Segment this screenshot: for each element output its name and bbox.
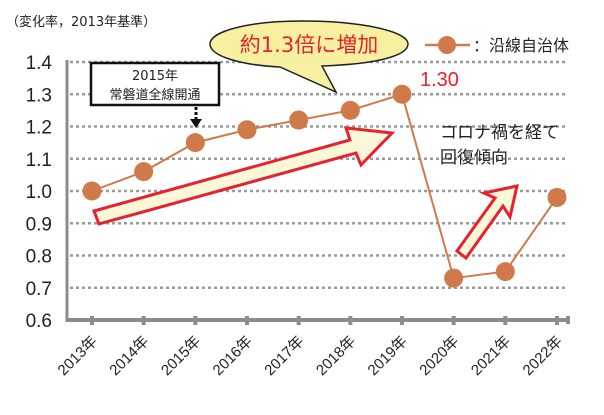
recovery-note-line1: コロナ禍を経て xyxy=(440,123,559,143)
callout-bubble: 約1.3倍に増加 xyxy=(209,20,409,94)
legend-label: ：沿線自治体 xyxy=(473,36,569,55)
x-tick-label: 2014年 xyxy=(106,333,152,379)
y-tick-label: 1.2 xyxy=(26,118,52,139)
unit-label: （変化率，2013年基準） xyxy=(6,14,156,30)
data-point xyxy=(289,110,309,130)
x-tick-label: 2018年 xyxy=(313,333,359,379)
y-tick-label: 1.1 xyxy=(26,150,52,171)
recovery-arrow xyxy=(454,184,519,261)
y-tick-label: 0.8 xyxy=(26,247,52,268)
x-tick-label: 2013年 xyxy=(55,333,101,379)
series-line-path xyxy=(91,92,558,280)
data-point xyxy=(340,100,360,120)
event-box-year: 2015年 xyxy=(132,69,178,84)
x-tick-label: 2020年 xyxy=(416,333,462,379)
data-point xyxy=(444,268,464,288)
data-point xyxy=(237,120,257,140)
data-point xyxy=(134,162,154,182)
data-point xyxy=(547,187,567,207)
data-point xyxy=(185,133,205,153)
event-box: 2015年 常磐道全線開通 xyxy=(89,61,221,128)
y-tick-labels: 0.6 0.7 0.8 0.9 1.0 1.1 1.2 1.3 1.4 xyxy=(26,53,53,332)
data-point xyxy=(392,84,412,104)
growth-arrow xyxy=(92,126,396,226)
callout-text: 約1.3倍に増加 xyxy=(240,33,378,57)
peak-label: 1.30 xyxy=(420,69,459,91)
x-tick-label: 2021年 xyxy=(468,333,514,379)
y-tick-label: 1.4 xyxy=(26,53,53,74)
series-line xyxy=(82,84,567,288)
x-tick-label: 2017年 xyxy=(261,333,307,379)
data-point xyxy=(495,262,515,282)
y-tick-label: 0.6 xyxy=(26,311,52,332)
y-tick-label: 0.9 xyxy=(26,214,52,235)
recovery-note-line2: 回復傾向 xyxy=(440,148,508,168)
x-tick-labels: 2013年 2014年 2015年 2016年 2017年 2018年 2019年 2020年… xyxy=(55,333,566,379)
data-point xyxy=(82,181,102,201)
y-tick-label: 1.3 xyxy=(26,85,52,106)
legend: ：沿線自治体 xyxy=(425,36,569,55)
axes xyxy=(65,60,570,325)
event-box-label: 常磐道全線開通 xyxy=(109,87,200,103)
x-tick-label: 2016年 xyxy=(210,333,256,379)
x-tick-label: 2015年 xyxy=(158,333,204,379)
y-tick-label: 0.7 xyxy=(26,279,52,300)
x-tick-label: 2019年 xyxy=(365,333,411,379)
y-tick-label: 1.0 xyxy=(26,182,52,203)
x-tick-label: 2022年 xyxy=(520,333,566,379)
grid-lines xyxy=(70,60,568,289)
